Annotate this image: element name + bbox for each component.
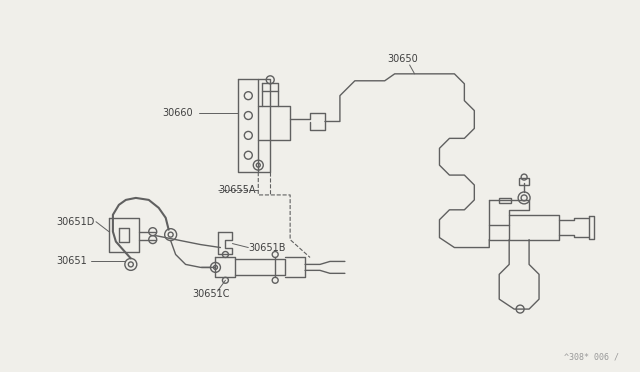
Text: 30651B: 30651B	[248, 243, 286, 253]
Text: 30651D: 30651D	[56, 217, 95, 227]
Bar	[519, 178, 529, 185]
Text: 30651: 30651	[56, 256, 87, 266]
Text: ^308* 006 /: ^308* 006 /	[564, 352, 619, 361]
Text: 30660: 30660	[163, 108, 193, 118]
Text: 30650: 30650	[388, 54, 419, 64]
Text: 30651C: 30651C	[193, 289, 230, 299]
Bar	[499, 198, 511, 203]
Text: 30655A: 30655A	[218, 185, 256, 195]
